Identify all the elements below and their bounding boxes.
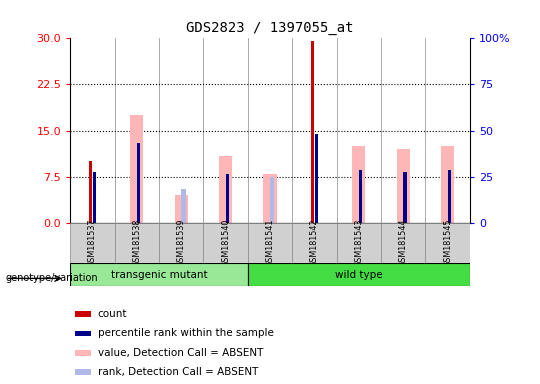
Bar — [89, 161, 92, 223]
Text: GSM181538: GSM181538 — [132, 219, 141, 267]
Text: GSM181542: GSM181542 — [310, 218, 319, 267]
Bar — [248, 263, 470, 286]
Bar — [270, 177, 274, 223]
Bar — [336, 223, 381, 263]
Bar — [159, 223, 204, 263]
Bar — [381, 223, 426, 263]
Bar — [137, 143, 140, 223]
Bar — [219, 156, 232, 223]
Bar — [75, 331, 91, 336]
Text: genotype/variation: genotype/variation — [5, 273, 98, 283]
Bar — [130, 115, 144, 223]
Bar — [292, 223, 336, 263]
Bar — [248, 223, 292, 263]
Bar — [426, 223, 470, 263]
Bar — [181, 189, 186, 223]
Text: wild type: wild type — [335, 270, 383, 280]
Text: value, Detection Call = ABSENT: value, Detection Call = ABSENT — [98, 348, 263, 358]
Title: GDS2823 / 1397055_at: GDS2823 / 1397055_at — [186, 21, 354, 35]
Bar — [396, 149, 410, 223]
Text: GSM181544: GSM181544 — [399, 219, 408, 267]
Bar — [448, 170, 451, 223]
Bar — [264, 174, 276, 223]
Text: count: count — [98, 309, 127, 319]
Bar — [93, 172, 96, 223]
Bar — [226, 174, 229, 223]
Bar — [114, 223, 159, 263]
Bar — [75, 350, 91, 356]
Bar — [359, 170, 362, 223]
Bar — [174, 195, 188, 223]
Bar — [352, 146, 366, 223]
Text: GSM181540: GSM181540 — [221, 219, 230, 267]
Text: percentile rank within the sample: percentile rank within the sample — [98, 328, 274, 338]
Text: GSM181541: GSM181541 — [266, 219, 274, 267]
Text: GSM181537: GSM181537 — [88, 218, 97, 267]
Bar — [204, 223, 248, 263]
Bar — [403, 172, 407, 223]
Bar — [70, 223, 114, 263]
Text: GSM181539: GSM181539 — [177, 218, 186, 267]
Text: GSM181545: GSM181545 — [443, 218, 452, 267]
Bar — [311, 41, 314, 223]
Bar — [70, 263, 248, 286]
Text: transgenic mutant: transgenic mutant — [111, 270, 207, 280]
Bar — [315, 134, 318, 223]
Bar — [75, 369, 91, 375]
Bar — [75, 311, 91, 317]
Text: rank, Detection Call = ABSENT: rank, Detection Call = ABSENT — [98, 367, 258, 377]
Text: GSM181543: GSM181543 — [354, 219, 363, 267]
Bar — [441, 146, 454, 223]
